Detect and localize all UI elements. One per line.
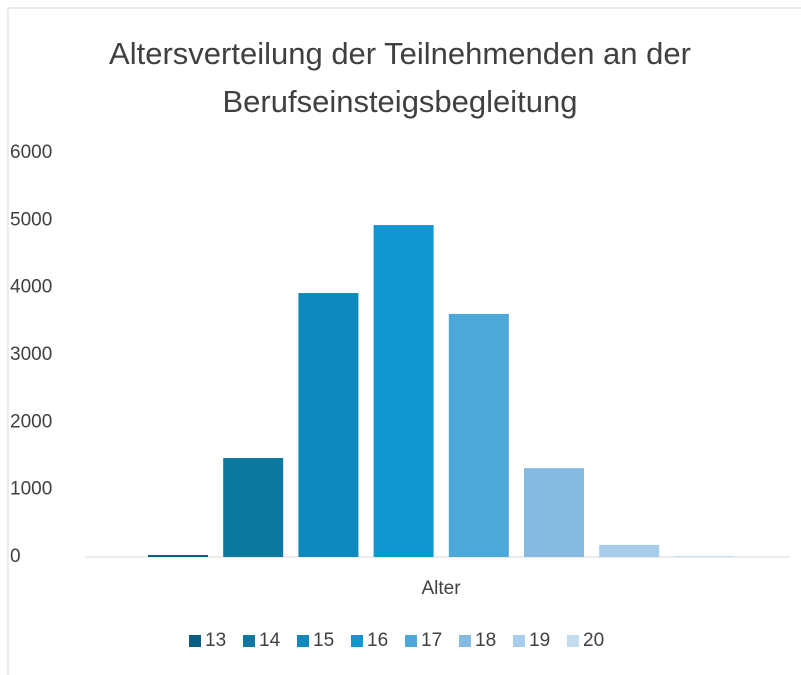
y-tick-label: 6000	[10, 142, 52, 163]
x-axis-label: Alter	[421, 578, 461, 599]
bar	[298, 293, 359, 557]
bar	[148, 554, 208, 557]
bar	[448, 313, 509, 557]
chart-title: Altersverteilung der Teilnehmenden an de…	[109, 36, 691, 119]
y-tick-label: 3000	[10, 344, 52, 365]
bar	[524, 468, 584, 557]
legend-label: 13	[205, 630, 226, 651]
legend-label: 14	[259, 630, 281, 651]
legend-label: 16	[367, 630, 388, 651]
legend-label: 15	[313, 630, 334, 651]
y-tick-label: 4000	[10, 277, 52, 298]
bar	[599, 544, 660, 557]
bar	[674, 555, 735, 557]
y-tick-label: 2000	[10, 411, 52, 432]
legend-label: 17	[421, 630, 442, 651]
legend-swatch	[297, 635, 309, 647]
y-tick-label: 1000	[10, 479, 52, 500]
legend-swatch	[567, 635, 579, 647]
legend-label: 19	[529, 630, 550, 651]
legend-swatch	[189, 635, 201, 647]
legend-label: 20	[583, 630, 604, 651]
legend-label: 18	[475, 630, 496, 651]
y-tick-label: 5000	[10, 209, 52, 230]
y-tick-label: 0	[10, 546, 21, 567]
legend-swatch	[459, 635, 471, 647]
bar	[373, 225, 434, 557]
bar	[223, 458, 284, 557]
legend-swatch	[351, 635, 363, 647]
legend-swatch	[243, 635, 255, 647]
legend-swatch	[405, 635, 417, 647]
legend-swatch	[513, 635, 525, 647]
